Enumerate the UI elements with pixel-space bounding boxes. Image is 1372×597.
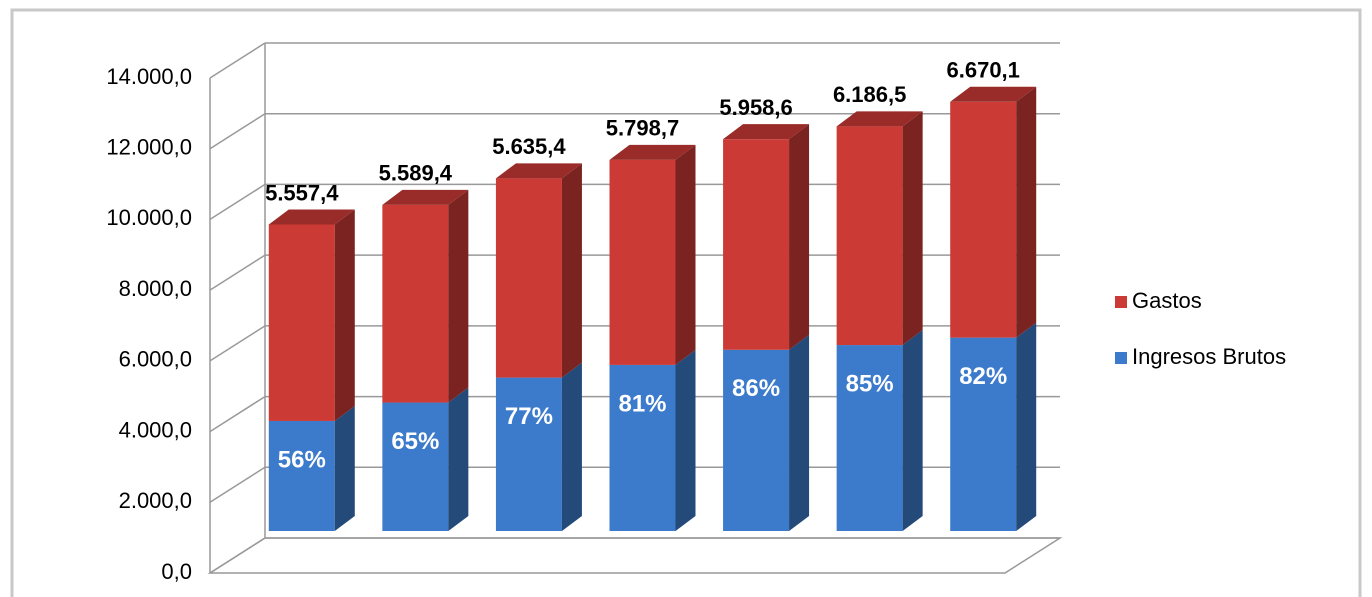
percent-label: 77% xyxy=(505,403,553,430)
bar-side xyxy=(789,124,810,350)
grid-line-side xyxy=(209,183,266,221)
bar-front xyxy=(382,204,449,403)
grid-line-side xyxy=(209,466,266,503)
bar-side xyxy=(334,209,355,421)
bar-front xyxy=(950,337,1017,531)
bar-side xyxy=(1016,86,1037,338)
frame xyxy=(10,8,1362,597)
bar-front xyxy=(382,402,449,531)
legend-swatch xyxy=(1115,296,1127,308)
value-label: 5.798,7 xyxy=(606,116,679,141)
bar-side xyxy=(448,189,469,403)
bar-side xyxy=(1016,322,1037,531)
grid-line-side xyxy=(209,537,266,574)
grid-line-side xyxy=(209,254,266,291)
bar-front xyxy=(609,364,676,531)
value-label: 6.670,1 xyxy=(947,58,1020,83)
y-tick-label: 6.000,0 xyxy=(119,347,192,372)
bar-top xyxy=(382,189,469,205)
y-tick-label: 4.000,0 xyxy=(119,417,192,442)
bar-side xyxy=(675,349,696,531)
y-tick-label: 2.000,0 xyxy=(119,488,192,513)
bar-front xyxy=(950,101,1017,338)
value-label: 5.589,4 xyxy=(379,161,453,186)
y-tick-label: 14.000,0 xyxy=(106,64,192,89)
percent-label: 85% xyxy=(846,370,894,397)
y-tick-label: 10.000,0 xyxy=(106,205,192,230)
percent-label: 86% xyxy=(732,375,780,402)
bar-front xyxy=(836,345,903,531)
bar-side xyxy=(902,111,923,346)
percent-label: 81% xyxy=(618,390,666,417)
legend-label: Ingresos Brutos xyxy=(1132,344,1286,369)
bar-side xyxy=(675,144,696,365)
bar-side xyxy=(561,163,582,378)
bar-top xyxy=(723,124,810,140)
bar-front xyxy=(723,349,790,531)
bar-top xyxy=(495,163,582,179)
legend-swatch xyxy=(1115,352,1127,364)
bar-side xyxy=(448,387,469,531)
bar-front xyxy=(495,178,562,378)
grid-line-side xyxy=(209,395,266,433)
bar-side xyxy=(334,405,355,531)
bar-front xyxy=(723,139,790,350)
bar-front xyxy=(495,377,562,531)
bar-front xyxy=(268,224,335,421)
y-tick-label: 0,0 xyxy=(161,559,192,584)
bar-front xyxy=(836,126,903,346)
value-label: 5.557,4 xyxy=(265,180,339,205)
y-tick-label: 8.000,0 xyxy=(119,276,192,301)
y-tick-label: 12.000,0 xyxy=(106,135,192,160)
bar-top xyxy=(268,209,355,225)
grid-line-side xyxy=(209,325,266,362)
bar-front xyxy=(268,420,335,531)
percent-label: 82% xyxy=(959,363,1007,390)
grid-line-side xyxy=(209,42,266,79)
bar-side xyxy=(902,330,923,531)
percent-label: 65% xyxy=(391,428,439,455)
bar-top xyxy=(950,86,1037,102)
value-label: 5.958,6 xyxy=(719,95,792,120)
grid-line-side xyxy=(209,113,266,150)
value-label: 6.186,5 xyxy=(833,82,906,107)
bar-front xyxy=(609,159,676,365)
bar-top xyxy=(609,144,696,160)
percent-label: 56% xyxy=(278,446,326,473)
bar-side xyxy=(561,362,582,531)
bar-top xyxy=(836,111,923,127)
floor xyxy=(207,537,1063,574)
legend-label: Gastos xyxy=(1132,288,1202,313)
value-label: 5.635,4 xyxy=(492,134,566,159)
bar-side xyxy=(789,334,810,531)
